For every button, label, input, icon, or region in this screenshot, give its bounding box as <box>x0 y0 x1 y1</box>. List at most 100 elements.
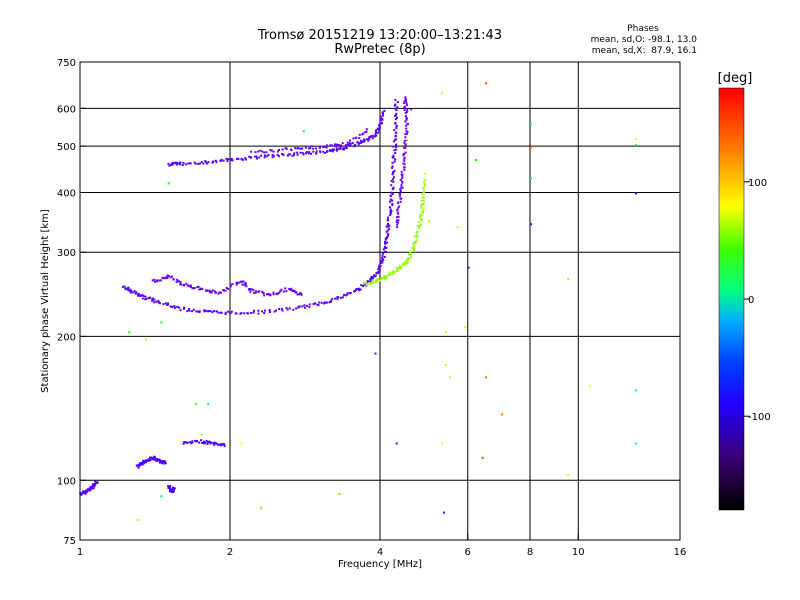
trace-point <box>135 464 138 467</box>
trace-point <box>147 459 150 461</box>
trace-point <box>92 484 95 487</box>
scatter-point <box>464 326 467 329</box>
colorbar-tick-label: 0 <box>748 295 754 306</box>
trace-point <box>296 293 299 296</box>
trace-point <box>394 98 397 101</box>
trace-point <box>365 138 368 141</box>
trace-point <box>250 288 253 291</box>
trace-point <box>257 309 260 312</box>
trace-point <box>189 286 192 288</box>
trace-point <box>249 290 252 293</box>
trace-point <box>229 284 232 287</box>
trace-point <box>395 109 398 112</box>
trace-point <box>205 309 207 312</box>
trace-point <box>277 155 280 158</box>
trace-point <box>266 293 268 296</box>
colorbar-ticks: 100 0 -100 <box>744 178 771 423</box>
trace-point <box>210 441 213 444</box>
trace-point <box>409 251 412 254</box>
scatter-point <box>260 506 263 509</box>
trace-point <box>250 150 253 153</box>
trace-point <box>376 272 379 275</box>
trace-point <box>391 270 394 273</box>
trace-point <box>368 280 371 283</box>
trace-point <box>393 271 396 274</box>
trace-point <box>406 260 409 263</box>
trace-point <box>272 155 275 158</box>
scatter-point <box>410 108 413 111</box>
trace-point <box>191 441 194 444</box>
trace-point <box>396 221 399 224</box>
trace-point <box>248 155 251 158</box>
trace-point <box>405 98 407 101</box>
trace-point <box>390 191 393 194</box>
trace-point <box>249 288 252 291</box>
trace-point <box>154 280 156 283</box>
scatter-point <box>530 177 532 180</box>
trace-point <box>322 146 325 149</box>
trace-point <box>284 287 287 290</box>
trace-point <box>389 200 391 203</box>
trace-point <box>391 202 394 205</box>
trace-point <box>377 270 380 273</box>
trace-point <box>293 289 296 292</box>
trace-point <box>356 141 359 144</box>
trace-point <box>130 290 133 293</box>
trace-point <box>377 131 380 134</box>
trace-point <box>171 486 174 489</box>
x-tick-label: 16 <box>674 547 687 558</box>
trace-point <box>315 150 318 153</box>
trace-point <box>298 305 301 308</box>
trace-point <box>380 115 383 118</box>
scatter-point <box>128 331 131 334</box>
trace-point <box>305 152 307 155</box>
trace-point <box>336 297 339 300</box>
trace-point <box>340 296 343 299</box>
trace-point <box>151 299 154 302</box>
trace-point <box>299 147 302 150</box>
trace-point <box>261 291 264 294</box>
trace-point <box>210 290 213 293</box>
trace-point <box>188 308 190 310</box>
trace-point <box>396 106 399 109</box>
trace-point <box>153 456 156 459</box>
trace-point <box>398 267 401 270</box>
trace-point <box>382 276 385 279</box>
trace-point <box>219 159 222 162</box>
trace-point <box>348 142 351 145</box>
trace-point <box>176 161 179 164</box>
trace-point <box>129 288 132 291</box>
scatter-point <box>635 442 638 445</box>
trace-point <box>339 146 342 149</box>
trace-point <box>138 462 141 465</box>
trace-point <box>222 159 225 162</box>
trace-point <box>324 151 327 154</box>
trace-point <box>90 487 93 490</box>
trace-point <box>393 149 396 152</box>
trace-point <box>405 118 408 121</box>
trace-point <box>393 104 396 107</box>
trace-point <box>171 161 174 164</box>
trace-point <box>380 117 382 120</box>
trace-point <box>419 217 422 220</box>
trace-point <box>354 290 357 292</box>
trace-point <box>388 206 391 209</box>
trace-point <box>395 112 398 115</box>
trace-point <box>254 155 257 158</box>
trace-point <box>314 302 317 305</box>
y-axis-ticks: 75 100 200 300 400 500 600 750 <box>57 58 86 547</box>
trace-point <box>255 155 258 158</box>
trace-point <box>280 307 283 310</box>
trace-point <box>174 306 176 309</box>
trace-point <box>144 460 147 463</box>
trace-point <box>397 215 400 218</box>
trace-point <box>285 290 288 293</box>
scatter-point <box>167 182 170 185</box>
trace-point <box>405 127 408 130</box>
trace-point <box>223 445 226 448</box>
trace-point <box>242 280 245 283</box>
trace-point <box>418 221 421 224</box>
trace-point <box>370 279 372 282</box>
trace-point <box>405 102 408 105</box>
trace-point <box>322 150 325 153</box>
